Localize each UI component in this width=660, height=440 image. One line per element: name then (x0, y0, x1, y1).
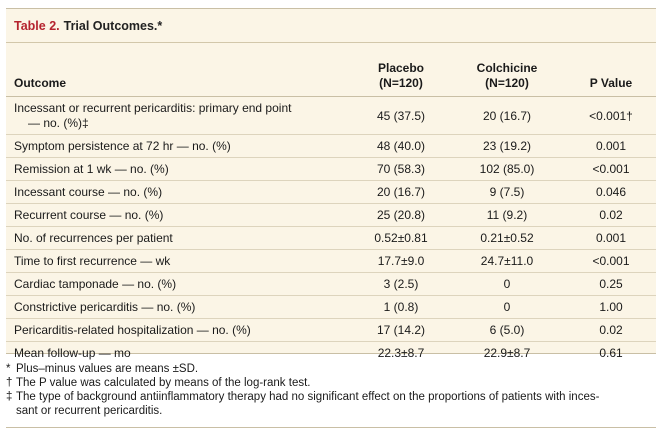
table-row: Cardiac tamponade — no. (%) 3 (2.5) 0 0.… (6, 273, 656, 296)
pvalue-cell: <0.001 (592, 254, 630, 268)
placebo-cell: 70 (58.3) (376, 162, 426, 176)
table-row: Incessant course — no. (%) 20 (16.7) 9 (… (6, 181, 656, 204)
col-header-outcome: Outcome (14, 76, 67, 90)
table-row: Incessant or recurrent pericarditis: pri… (6, 97, 656, 135)
colchicine-cell: 102 (85.0) (479, 162, 535, 176)
header-row: Outcome Placebo (N=120) Colchicine (N=12… (6, 43, 656, 97)
footnotes: * Plus–minus values are means ±SD. † The… (6, 362, 654, 418)
table-row: Constrictive pericarditis — no. (%) 1 (0… (6, 296, 656, 319)
pvalue-cell: <0.001† (589, 108, 633, 123)
outcome-cell: Symptom persistence at 72 hr — no. (%) (14, 138, 231, 153)
colchicine-cell: 23 (19.2) (482, 139, 532, 153)
placebo-cell: 20 (16.7) (376, 185, 426, 199)
placebo-cell: 1 (0.8) (383, 300, 419, 314)
pvalue-cell: 1.00 (599, 300, 623, 314)
col-header-colchicine: Colchicine (N=120) (448, 43, 566, 97)
table-row: No. of recurrences per patient 0.52±0.81… (6, 227, 656, 250)
col-header-placebo-line1: Placebo (377, 61, 425, 75)
pvalue-cell: 0.046 (595, 185, 627, 199)
outcome-text-cont: — no. (%)‡ (28, 115, 89, 130)
outcome-cell: Constrictive pericarditis — no. (%) (14, 299, 196, 314)
pvalue-cell: 0.25 (599, 277, 623, 291)
col-header-placebo: Placebo (N=120) (354, 43, 448, 97)
footnote-text: The P value was calculated by means of t… (16, 377, 311, 389)
colchicine-cell: 0 (503, 277, 511, 291)
placebo-cell: 48 (40.0) (376, 139, 426, 153)
table-number: Table 2. (14, 18, 60, 33)
outcome-cell: Pericarditis-related hospitalization — n… (14, 322, 251, 337)
outcomes-table: Outcome Placebo (N=120) Colchicine (N=12… (6, 43, 656, 365)
placebo-cell: 45 (37.5) (376, 108, 426, 123)
outcome-cell: No. of recurrences per patient (14, 230, 173, 245)
col-header-colchicine-line1: Colchicine (476, 61, 538, 75)
colchicine-cell: 6 (5.0) (489, 323, 525, 337)
pvalue-cell: 0.001 (595, 231, 627, 245)
footnote-symbol: ‡ (6, 391, 13, 403)
colchicine-cell: 20 (16.7) (482, 108, 532, 123)
footnote-symbol: † (6, 377, 13, 389)
bottom-divider (6, 427, 656, 428)
pvalue-cell: <0.001 (592, 162, 630, 176)
outcome-cell: Incessant course — no. (%) (14, 184, 163, 199)
colchicine-cell: 9 (7.5) (489, 185, 525, 199)
placebo-cell: 3 (2.5) (383, 277, 419, 291)
colchicine-cell: 22.9±8.7 (483, 346, 531, 361)
table-row: Remission at 1 wk — no. (%) 70 (58.3) 10… (6, 158, 656, 181)
table-row: Symptom persistence at 72 hr — no. (%) 4… (6, 135, 656, 158)
footnote-text: Plus–minus values are means ±SD. (16, 363, 199, 375)
footnote-symbol: * (6, 363, 11, 375)
table-row: Time to first recurrence — wk 17.7±9.0 2… (6, 250, 656, 273)
placebo-cell: 0.52±0.81 (374, 231, 428, 245)
pvalue-cell: 0.001 (595, 139, 627, 153)
col-header-colchicine-line2: (N=120) (485, 76, 529, 90)
table-title-text: Trial Outcomes.* (63, 18, 163, 33)
col-header-placebo-line2: (N=120) (379, 76, 423, 90)
footnote-text-cont: sant or recurrent pericarditis. (16, 405, 163, 417)
table-panel: Table 2. Trial Outcomes.* Outcome Placeb… (6, 8, 656, 360)
placebo-cell: 17 (14.2) (376, 323, 426, 337)
placebo-cell: 25 (20.8) (376, 208, 426, 222)
outcome-cell: Mean follow-up — mo (14, 345, 131, 360)
colchicine-cell: 0.21±0.52 (480, 231, 534, 245)
pvalue-cell: 0.02 (599, 208, 623, 222)
footnote: * Plus–minus values are means ±SD. (6, 362, 654, 376)
outcome-cell: Recurrent course — no. (%) (14, 207, 164, 222)
col-header-pvalue: P Value (589, 76, 633, 90)
outcome-text: Incessant or recurrent pericarditis: pri… (14, 100, 292, 115)
table-title: Table 2. Trial Outcomes.* (6, 9, 656, 43)
footnote-body: The type of background antiinflammatory … (16, 390, 599, 418)
footnote: † The P value was calculated by means of… (6, 376, 654, 390)
footnote-text: The type of background antiinflammatory … (16, 391, 600, 403)
placebo-cell: 17.7±9.0 (377, 254, 425, 268)
pvalue-cell: 0.61 (599, 346, 623, 361)
pvalue-cell: 0.02 (599, 323, 623, 337)
outcome-cell: Incessant or recurrent pericarditis: pri… (6, 97, 354, 135)
outcome-cell: Time to first recurrence — wk (14, 253, 171, 268)
outcome-cell: Remission at 1 wk — no. (%) (14, 161, 169, 176)
outcome-cell: Cardiac tamponade — no. (%) (14, 276, 177, 291)
footnote: ‡ The type of background antiinflammator… (6, 390, 654, 418)
table-row: Mean follow-up — mo 22.3±8.7 22.9±8.7 0.… (6, 342, 656, 365)
placebo-cell: 22.3±8.7 (377, 346, 425, 361)
table-row: Pericarditis-related hospitalization — n… (6, 319, 656, 342)
colchicine-cell: 24.7±11.0 (480, 254, 534, 268)
colchicine-cell: 11 (9.2) (486, 208, 528, 222)
table-row: Recurrent course — no. (%) 25 (20.8) 11 … (6, 204, 656, 227)
colchicine-cell: 0 (503, 300, 511, 314)
